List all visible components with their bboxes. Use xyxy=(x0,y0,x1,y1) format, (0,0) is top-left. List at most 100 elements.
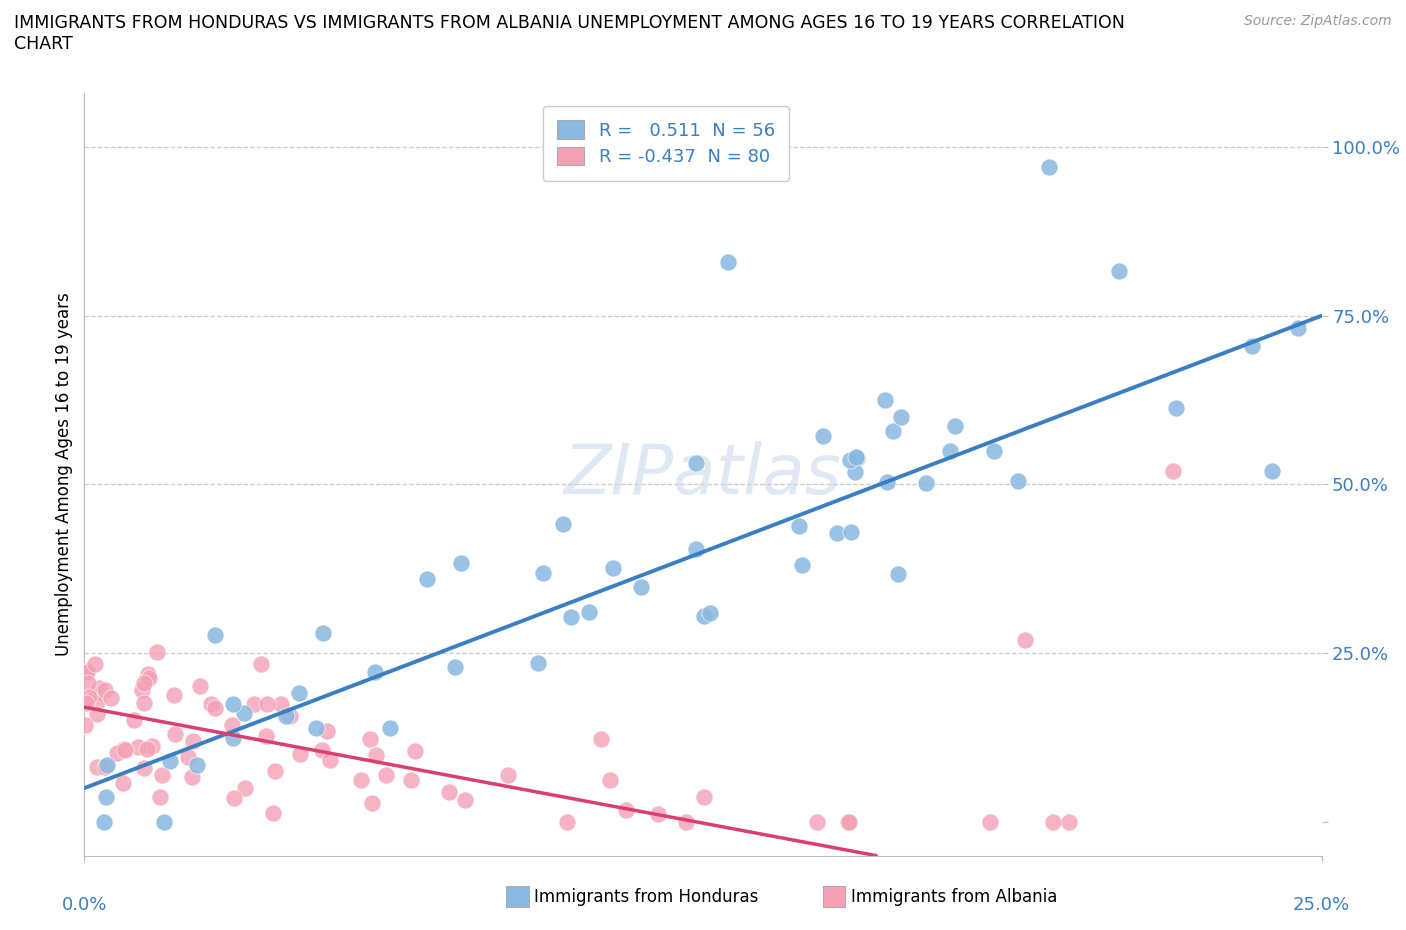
Point xyxy=(93,815,115,830)
Point xyxy=(204,628,226,643)
Point xyxy=(94,790,117,804)
Point xyxy=(243,697,266,711)
Point xyxy=(84,657,107,671)
Point xyxy=(288,685,311,700)
Point xyxy=(364,748,387,763)
Point xyxy=(416,572,439,587)
Point xyxy=(591,732,613,747)
Point xyxy=(692,790,714,804)
Point xyxy=(145,644,167,659)
Point xyxy=(96,757,118,772)
Point xyxy=(73,718,96,733)
Point xyxy=(496,768,519,783)
Text: 25.0%: 25.0% xyxy=(1294,897,1350,914)
Point xyxy=(825,525,848,540)
Point xyxy=(93,759,115,774)
Point xyxy=(319,753,342,768)
Point xyxy=(1261,463,1284,478)
Point xyxy=(599,773,621,788)
Point xyxy=(105,746,128,761)
Point xyxy=(841,525,863,539)
Point xyxy=(114,742,136,757)
Point xyxy=(939,444,962,458)
Point xyxy=(256,697,278,711)
Point xyxy=(945,418,967,433)
Point xyxy=(787,518,810,533)
Point xyxy=(979,815,1001,830)
Point xyxy=(222,790,245,805)
Point xyxy=(149,790,172,805)
Point xyxy=(222,697,245,711)
Point xyxy=(551,517,574,532)
Point xyxy=(444,659,467,674)
Point xyxy=(76,675,98,690)
Point xyxy=(131,683,153,698)
Text: ZIPatlas: ZIPatlas xyxy=(564,441,842,508)
Point xyxy=(983,444,1005,458)
Point xyxy=(560,610,582,625)
Point xyxy=(305,721,328,736)
Text: Immigrants from Albania: Immigrants from Albania xyxy=(851,887,1057,906)
Point xyxy=(839,452,862,467)
Point xyxy=(316,724,339,738)
Point xyxy=(845,450,868,465)
Point xyxy=(132,696,155,711)
Point xyxy=(1059,815,1081,830)
Point xyxy=(204,700,226,715)
Point xyxy=(399,772,422,787)
Point xyxy=(112,776,135,790)
Point xyxy=(141,738,163,753)
Point xyxy=(844,464,866,479)
Point xyxy=(685,541,707,556)
Point xyxy=(845,449,868,464)
Point xyxy=(887,566,910,581)
Point xyxy=(264,764,287,778)
Point xyxy=(122,712,145,727)
Point xyxy=(86,707,108,722)
Point xyxy=(873,392,896,407)
Point xyxy=(112,741,135,756)
Point xyxy=(404,744,426,759)
Point xyxy=(86,684,108,699)
Point xyxy=(177,750,200,764)
Point xyxy=(350,773,373,788)
Point xyxy=(1038,160,1060,175)
Point xyxy=(790,558,813,573)
Point xyxy=(555,815,578,830)
Point xyxy=(614,803,637,817)
Point xyxy=(838,815,860,830)
Point xyxy=(181,770,204,785)
Point xyxy=(222,731,245,746)
Point xyxy=(1288,320,1310,335)
Point xyxy=(1007,474,1029,489)
Point xyxy=(254,728,277,743)
Point xyxy=(188,679,211,694)
Point xyxy=(630,579,652,594)
Point xyxy=(233,706,256,721)
Point xyxy=(699,605,721,620)
Point xyxy=(1166,400,1188,415)
Point xyxy=(153,815,176,830)
Point xyxy=(578,604,600,619)
Point xyxy=(100,690,122,705)
Point xyxy=(364,664,387,679)
Point xyxy=(278,708,301,723)
Point xyxy=(134,760,156,775)
Point xyxy=(1042,815,1064,830)
Point xyxy=(685,455,707,470)
Text: 0.0%: 0.0% xyxy=(62,897,107,914)
Point xyxy=(693,608,716,623)
Point xyxy=(1014,632,1036,647)
Point xyxy=(288,747,311,762)
Point xyxy=(136,742,159,757)
Point xyxy=(159,753,181,768)
Point xyxy=(127,740,149,755)
Point xyxy=(531,565,554,580)
Point xyxy=(94,683,117,698)
Point xyxy=(75,696,97,711)
Point xyxy=(200,697,222,711)
Point xyxy=(138,671,160,685)
Point xyxy=(378,721,401,736)
Point xyxy=(186,757,208,772)
Point xyxy=(450,556,472,571)
